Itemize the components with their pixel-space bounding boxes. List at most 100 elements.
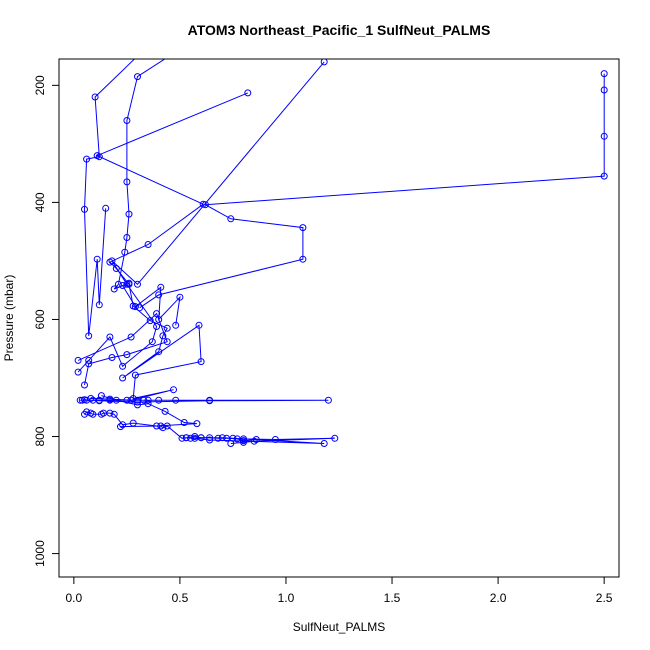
data-point — [134, 73, 141, 81]
data-point — [153, 323, 161, 330]
data-point — [114, 280, 122, 288]
data-point — [81, 205, 88, 213]
data-point — [206, 397, 214, 405]
data-point — [85, 332, 93, 340]
data-point — [163, 422, 171, 430]
data-point — [83, 155, 91, 163]
data-point — [163, 338, 171, 346]
data-point — [123, 351, 131, 359]
y-tick-label: 600 — [33, 309, 47, 329]
y-tick-label: 200 — [33, 75, 47, 95]
data-point — [108, 354, 116, 361]
data-point — [123, 280, 131, 288]
data-point — [178, 434, 186, 442]
data-point — [153, 310, 161, 318]
data-point — [97, 392, 105, 400]
data-point — [117, 423, 124, 431]
data-point — [144, 241, 152, 248]
data-point — [172, 321, 180, 329]
y-tick-label: 800 — [33, 426, 47, 446]
x-tick-label: 0.0 — [66, 591, 83, 605]
data-point — [170, 386, 177, 394]
data-point — [163, 324, 171, 332]
data-point — [299, 224, 307, 232]
data-point — [331, 434, 339, 442]
data-point — [93, 152, 101, 160]
data-point — [172, 396, 180, 404]
data-point — [250, 437, 258, 445]
series-line-2 — [90, 92, 248, 401]
data-point — [155, 316, 163, 323]
data-point — [119, 421, 127, 429]
data-point — [123, 396, 131, 404]
data-point — [600, 172, 608, 180]
data-point — [240, 435, 247, 443]
data-point — [159, 332, 167, 340]
data-point — [119, 282, 127, 289]
data-point — [136, 304, 144, 312]
chart-title: ATOM3 Northeast_Pacific_1 SulfNeut_PALMS — [188, 22, 491, 38]
data-point — [85, 360, 93, 368]
data-point — [197, 358, 205, 366]
x-tick-label: 1.0 — [278, 591, 295, 605]
data-point — [110, 285, 118, 293]
data-point — [112, 396, 120, 404]
data-point — [320, 440, 328, 447]
data-point — [97, 410, 105, 418]
data-point — [106, 333, 114, 341]
data-point — [135, 59, 140, 60]
data-point — [131, 371, 139, 379]
series-line-0 — [83, 59, 136, 336]
series-layer — [74, 59, 608, 447]
x-axis: 0.0 0.5 1.0 1.5 2.0 2.5 — [66, 576, 613, 605]
series-line-7 — [84, 395, 197, 427]
data-point — [134, 401, 141, 409]
data-point — [182, 434, 190, 442]
data-point — [161, 407, 169, 415]
data-point — [227, 215, 235, 223]
data-point — [155, 348, 163, 356]
series-line-4 — [139, 73, 605, 309]
data-point — [244, 89, 252, 97]
data-point — [320, 59, 328, 66]
y-axis: 200 400 600 800 1000 — [33, 75, 60, 567]
data-point — [600, 70, 608, 78]
x-tick-label: 2.5 — [596, 591, 613, 605]
data-point — [155, 396, 163, 404]
data-point — [176, 293, 184, 301]
data-point — [197, 434, 205, 442]
y-axis-label: Pressure (mbar) — [2, 275, 16, 362]
data-point — [214, 434, 222, 442]
data-point — [206, 436, 214, 444]
data-point — [108, 257, 116, 265]
data-point — [218, 434, 226, 442]
data-point — [91, 93, 99, 101]
data-point — [155, 291, 163, 299]
data-point — [193, 420, 201, 428]
data-point — [148, 338, 156, 346]
data-point — [87, 409, 95, 417]
data-point — [201, 201, 209, 209]
data-point — [600, 86, 608, 94]
data-point — [93, 255, 101, 263]
data-point — [102, 204, 110, 212]
data-point — [140, 396, 148, 404]
data-point — [271, 436, 279, 443]
x-tick-label: 1.5 — [384, 591, 401, 605]
data-point — [119, 362, 127, 370]
data-point — [167, 59, 172, 60]
data-point — [600, 132, 608, 140]
y-tick-label: 400 — [33, 192, 47, 212]
data-point — [324, 396, 332, 404]
data-point — [125, 210, 133, 218]
y-tick-label: 1000 — [33, 540, 47, 567]
data-point — [299, 255, 307, 263]
data-point — [81, 381, 88, 389]
data-point — [195, 321, 203, 329]
data-point — [123, 117, 131, 124]
data-point — [129, 302, 137, 310]
data-point — [127, 333, 135, 341]
data-point — [240, 438, 247, 446]
data-point — [144, 400, 152, 408]
